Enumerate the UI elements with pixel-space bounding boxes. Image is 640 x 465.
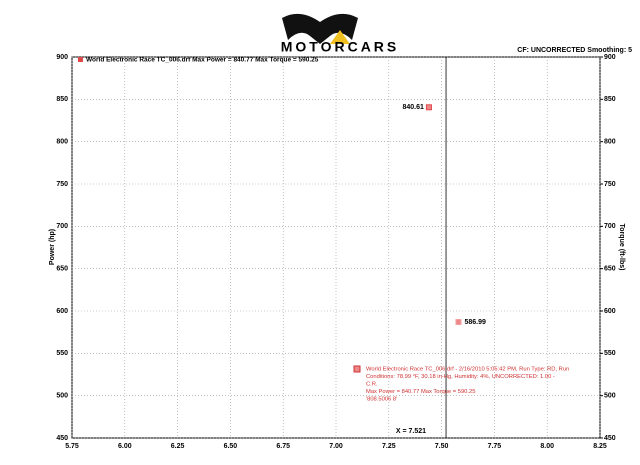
y2-tick-label: 750 <box>604 181 616 188</box>
y-tick-label: 750 <box>56 181 68 188</box>
legend-swatch <box>78 57 83 62</box>
y-tick-label: 500 <box>56 393 68 400</box>
y-tick-label: 600 <box>56 308 68 315</box>
y2-tick-label: 850 <box>604 96 616 103</box>
y2-tick-label: 450 <box>604 435 616 442</box>
cursor-label: X = 7.521 <box>396 428 426 435</box>
y-tick-label: 650 <box>56 266 68 273</box>
legend: World Electronic Race TC_006.drf Max Pow… <box>86 57 319 64</box>
y-tick-label: 450 <box>56 435 68 442</box>
peak-marker <box>425 104 432 111</box>
logo: MOTORCARS <box>281 13 400 55</box>
logo-text: MOTORCARS <box>281 39 400 55</box>
annotation-swatch <box>353 365 361 373</box>
x-tick-label: 7.25 <box>382 443 396 450</box>
x-tick-label: 6.00 <box>118 443 132 450</box>
y-axis-label: Power (hp) <box>49 229 56 265</box>
annotation-line: World Electronic Race TC_006.drf - 2/16/… <box>366 367 569 373</box>
peak-label: 586.99 <box>464 319 486 326</box>
y2-axis-label: Torque (ft-lbs) <box>618 224 625 271</box>
y2-tick-label: 600 <box>604 308 616 315</box>
y2-tick-label: 550 <box>604 350 616 357</box>
x-tick-label: 6.25 <box>171 443 185 450</box>
y2-tick-label: 900 <box>604 54 616 61</box>
header: CF: UNCORRECTED Smoothing: 5 <box>517 47 632 54</box>
x-tick-label: 8.00 <box>540 443 554 450</box>
y-tick-label: 850 <box>56 96 68 103</box>
y-tick-label: 700 <box>56 223 68 230</box>
x-tick-label: 6.75 <box>276 443 290 450</box>
peak-label: 840.61 <box>403 104 425 111</box>
x-tick-label: 7.75 <box>488 443 502 450</box>
y2-tick-label: 700 <box>604 223 616 230</box>
y-tick-label: 900 <box>56 54 68 61</box>
y2-tick-label: 650 <box>604 266 616 273</box>
annotation-line: C.R. <box>366 382 378 388</box>
x-tick-label: 7.50 <box>435 443 449 450</box>
y2-tick-label: 500 <box>604 393 616 400</box>
x-tick-label: 8.25 <box>593 443 607 450</box>
y-tick-label: 550 <box>56 350 68 357</box>
annotation-line: '808.5006 8' <box>366 397 397 403</box>
y-tick-label: 800 <box>56 139 68 146</box>
y2-tick-label: 800 <box>604 139 616 146</box>
x-tick-label: 5.75 <box>65 443 79 450</box>
x-tick-label: 7.00 <box>329 443 343 450</box>
annotation-line: Max Power = 840.77 Max Torque = 590.25 <box>366 389 475 395</box>
annotation-line: Conditions: 78.99 °F, 30.18 in-Hg, Humid… <box>366 374 555 380</box>
peak-marker <box>455 319 462 326</box>
x-tick-label: 6.50 <box>224 443 238 450</box>
